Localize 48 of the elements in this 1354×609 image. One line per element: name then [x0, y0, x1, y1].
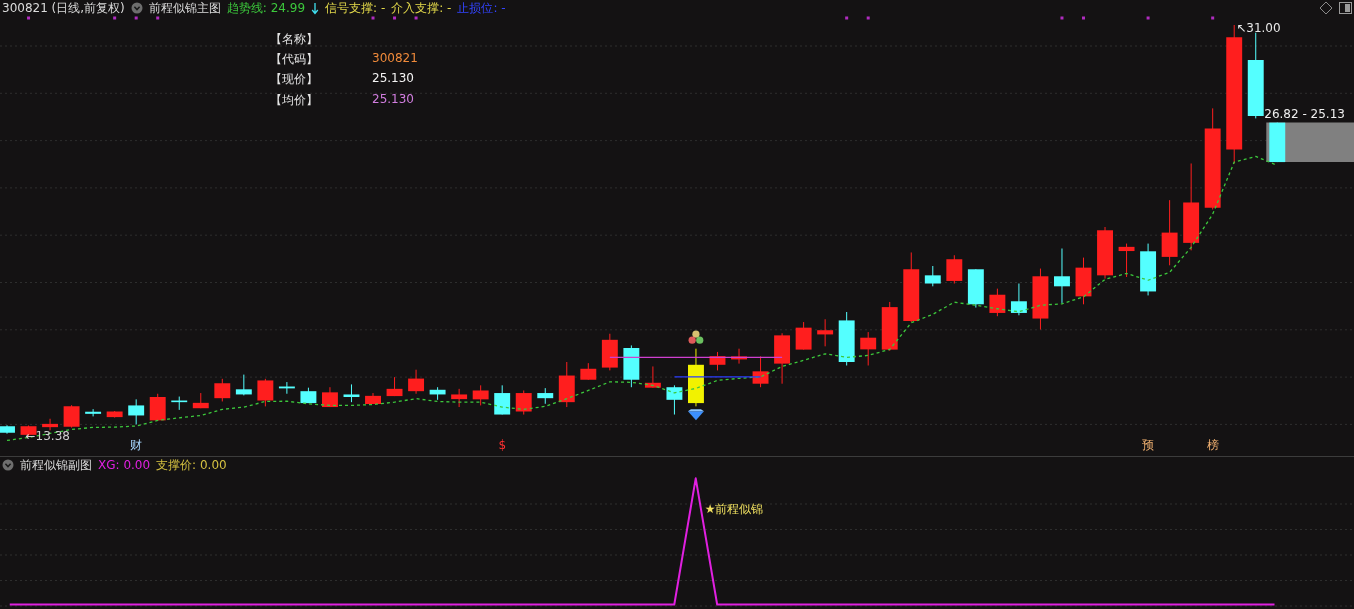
candlestick [128, 398, 145, 425]
candlestick [795, 321, 812, 351]
candlestick [924, 265, 941, 287]
annotation: 【均价】 [270, 92, 318, 109]
annotation: 300821 [372, 51, 418, 65]
text: 预 [1142, 438, 1155, 452]
candlestick [817, 318, 834, 347]
candlestick [257, 378, 274, 407]
annotation: 25.130 [372, 71, 414, 85]
annotation: ★前程似锦 [704, 502, 764, 516]
candlestick [235, 374, 252, 396]
annotation: ↖31.00 [1236, 20, 1281, 35]
candlestick [1010, 283, 1027, 316]
candlestick [85, 408, 102, 417]
text: 信号支撑: - [325, 0, 386, 16]
chart-title: 300821 (日线,前复权) [2, 0, 125, 16]
candlestick [451, 388, 468, 408]
candlestick [989, 288, 1006, 317]
chart-subtitle: 前程似锦主图 [148, 0, 221, 16]
annotation: 【代码】 [270, 51, 318, 68]
candlestick [472, 384, 489, 406]
text: 止损位: - [457, 0, 506, 16]
text: 支撑价: 0.00 [156, 457, 227, 473]
annotation: 26.82 - 25.13 [1264, 106, 1345, 121]
text: 财 [130, 438, 143, 452]
text: $ [498, 438, 507, 452]
candlestick [63, 404, 80, 429]
candlestick [752, 355, 769, 388]
candlestick [42, 418, 59, 431]
candlestick [494, 384, 511, 416]
text: 介入支撑: - [391, 0, 452, 16]
candlestick [149, 393, 166, 422]
text: XG: 0.00 [98, 457, 151, 473]
chart-title: 前程似锦副图 [20, 457, 92, 473]
annotation: 【名称】 [270, 31, 318, 48]
annotation: 【现价】 [270, 71, 318, 88]
text: 榜 [1206, 438, 1219, 452]
candlestick [666, 384, 683, 416]
candlestick [515, 389, 532, 416]
candlestick [1054, 247, 1070, 304]
text: 趋势线: 24.99 [226, 0, 306, 16]
candlestick [408, 369, 425, 395]
candlestick [214, 378, 231, 402]
candlestick [946, 254, 963, 285]
annotation: 25.130 [372, 92, 414, 106]
candlestick [860, 331, 877, 366]
candlestick [1118, 243, 1135, 278]
annotation: ←13.38 [25, 429, 70, 444]
